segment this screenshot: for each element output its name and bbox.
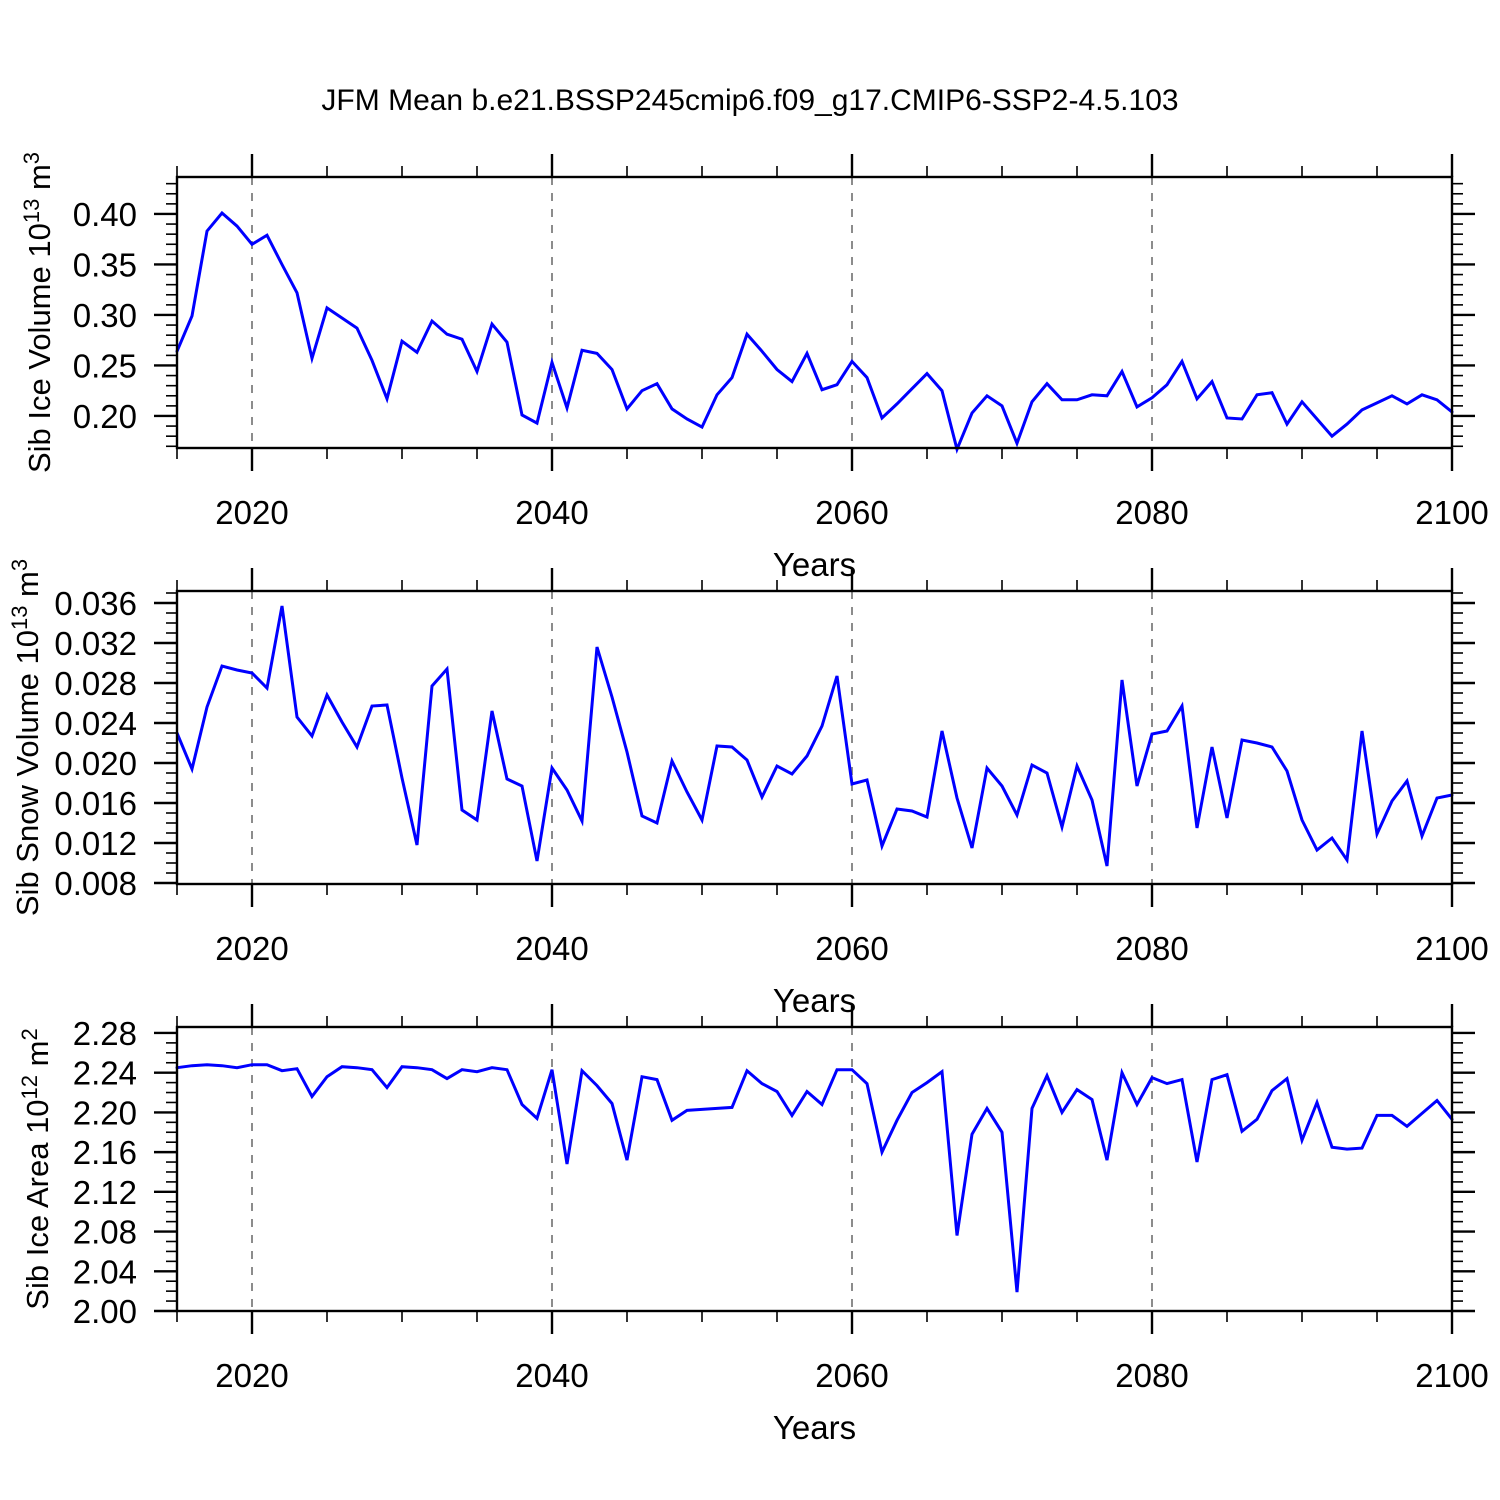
gridlines: [251, 177, 1153, 448]
y-tick-label: 0.016: [54, 785, 137, 822]
x-tick-label: 2040: [515, 930, 588, 967]
x-axis-title: Years: [773, 1409, 856, 1446]
y-tick-label: 0.25: [73, 347, 137, 384]
y-ticks: [154, 592, 1475, 885]
x-tick-label: 2080: [1115, 1357, 1188, 1394]
y-tick-label: 0.20: [73, 398, 137, 435]
y-tick-labels: 2.002.042.082.122.162.202.242.28: [73, 1015, 137, 1330]
y-tick-label: 2.12: [73, 1174, 137, 1211]
x-tick-label: 2100: [1415, 930, 1488, 967]
y-tick-label: 0.35: [73, 246, 137, 283]
y-tick-label: 2.04: [73, 1253, 137, 1290]
x-tick-labels: 2020 2040 2060 2080 2100: [215, 930, 1488, 967]
series-line: [175, 210, 1454, 455]
y-tick-label: 0.020: [54, 745, 137, 782]
x-tick-label: 2060: [815, 494, 888, 531]
y-tick-label: 2.16: [73, 1134, 137, 1171]
y-tick-label: 0.40: [73, 196, 137, 233]
x-ticks: [176, 154, 1454, 471]
y-tick-label: 0.028: [54, 665, 137, 702]
x-tick-label: 2100: [1415, 1357, 1488, 1394]
x-tick-label: 2020: [215, 494, 288, 531]
y-tick-label: 0.008: [54, 865, 137, 902]
y-tick-label: 0.012: [54, 825, 137, 862]
y-tick-label: 2.28: [73, 1015, 137, 1052]
x-tick-label: 2060: [815, 1357, 888, 1394]
y-tick-label: 0.024: [54, 705, 137, 742]
x-ticks: [176, 1004, 1454, 1334]
x-tick-label: 2060: [815, 930, 888, 967]
x-tick-label: 2080: [1115, 494, 1188, 531]
chart-title: JFM Mean b.e21.BSSP245cmip6.f09_g17.CMIP…: [321, 84, 1179, 117]
y-tick-label: 2.08: [73, 1214, 137, 1251]
y-axis-title: Sib Ice Volume 1013 m3: [19, 152, 57, 473]
x-tick-label: 2040: [515, 494, 588, 531]
gridlines: [251, 1027, 1153, 1311]
x-tick-label: 2040: [515, 1357, 588, 1394]
y-ticks: [154, 1031, 1475, 1313]
y-tick-labels: 0.20 0.25 0.30 0.35 0.40: [73, 196, 137, 435]
x-ticks: [176, 568, 1454, 907]
y-ticks: [154, 182, 1475, 448]
y-tick-label: 2.20: [73, 1094, 137, 1131]
y-tick-label: 0.036: [54, 585, 137, 622]
gridlines: [251, 591, 1153, 884]
x-tick-label: 2020: [215, 1357, 288, 1394]
x-axis-title: Years: [773, 546, 856, 583]
y-axis-title: Sib Ice Area 1012 m2: [17, 1028, 55, 1309]
series-line: [175, 605, 1454, 867]
y-tick-label: 0.30: [73, 297, 137, 334]
x-tick-labels: 2020 2040 2060 2080 2100: [215, 494, 1488, 531]
series-line: [175, 1063, 1454, 1293]
y-tick-label: 2.24: [73, 1055, 137, 1092]
y-tick-label: 0.032: [54, 625, 137, 662]
plot-frame: [175, 175, 1454, 450]
panel-3: 2020 2040 2060 2080 2100 2.002.042.082.122.16…: [17, 1004, 1489, 1446]
y-tick-label: 2.00: [73, 1293, 137, 1330]
plot-frame: [175, 589, 1454, 886]
plot-frame: [175, 1025, 1454, 1313]
x-tick-label: 2080: [1115, 930, 1188, 967]
x-tick-label: 2100: [1415, 494, 1488, 531]
x-tick-labels: 2020 2040 2060 2080 2100: [215, 1357, 1488, 1394]
panel-1: 2020 2040 2060 2080 2100 0.20 0.25 0.30 0.35 0.40…: [19, 152, 1489, 583]
x-tick-label: 2020: [215, 930, 288, 967]
y-axis-title: Sib Snow Volume 1013 m3: [7, 559, 45, 916]
x-axis-title: Years: [773, 982, 856, 1019]
panel-2: 2020 2040 2060 2080 2100 0.0080.0120.0160.020…: [7, 559, 1489, 1019]
